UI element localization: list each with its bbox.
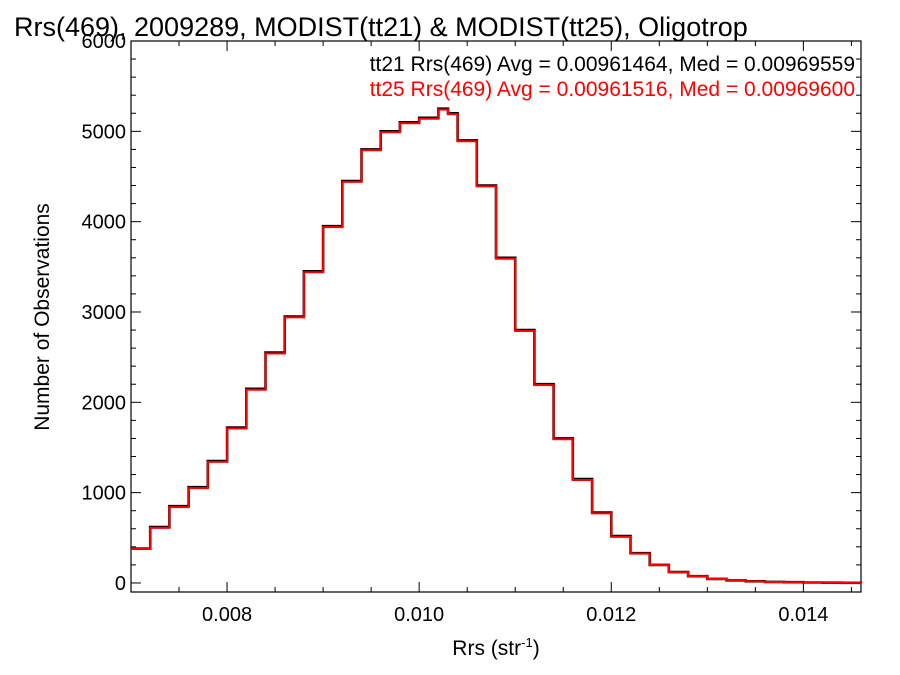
y-tick-label: 6000 — [82, 31, 127, 53]
x-tick-label: 0.010 — [394, 604, 444, 626]
x-tick-label: 0.012 — [586, 604, 636, 626]
x-axis-label-main: Rrs (str — [452, 637, 521, 660]
x-tick-label: 0.014 — [778, 604, 828, 626]
plot-frame — [130, 40, 862, 593]
x-axis-label: Rrs (str-1) — [452, 635, 539, 660]
chart-title: Rrs(469), 2009289, MODIST(tt21) & MODIST… — [14, 12, 748, 42]
y-tick-label: 2000 — [82, 392, 127, 414]
x-tick-label: 0.008 — [202, 604, 252, 626]
y-tick-label: 5000 — [82, 121, 127, 143]
series-line-0 — [131, 107, 863, 585]
legend-entry-tt25: tt25 Rrs(469) Avg = 0.00961516, Med = 0.… — [370, 78, 855, 101]
series-line-1 — [131, 108, 862, 584]
y-tick-label: 4000 — [82, 212, 127, 234]
y-tick-label: 0 — [115, 573, 126, 595]
plot-area: 0.008 0.010 0.012 0.014 0 1000 2000 3000 4000 500… — [82, 31, 863, 626]
y-tick-label: 1000 — [82, 483, 127, 505]
x-axis-label-exponent: -1 — [521, 635, 533, 650]
y-tick-label: 3000 — [82, 302, 127, 324]
x-axis-label-end: ) — [533, 637, 540, 660]
legend-entry-tt21: tt21 Rrs(469) Avg = 0.00961464, Med = 0.… — [370, 53, 855, 76]
y-axis-label: Number of Observations — [31, 203, 54, 431]
